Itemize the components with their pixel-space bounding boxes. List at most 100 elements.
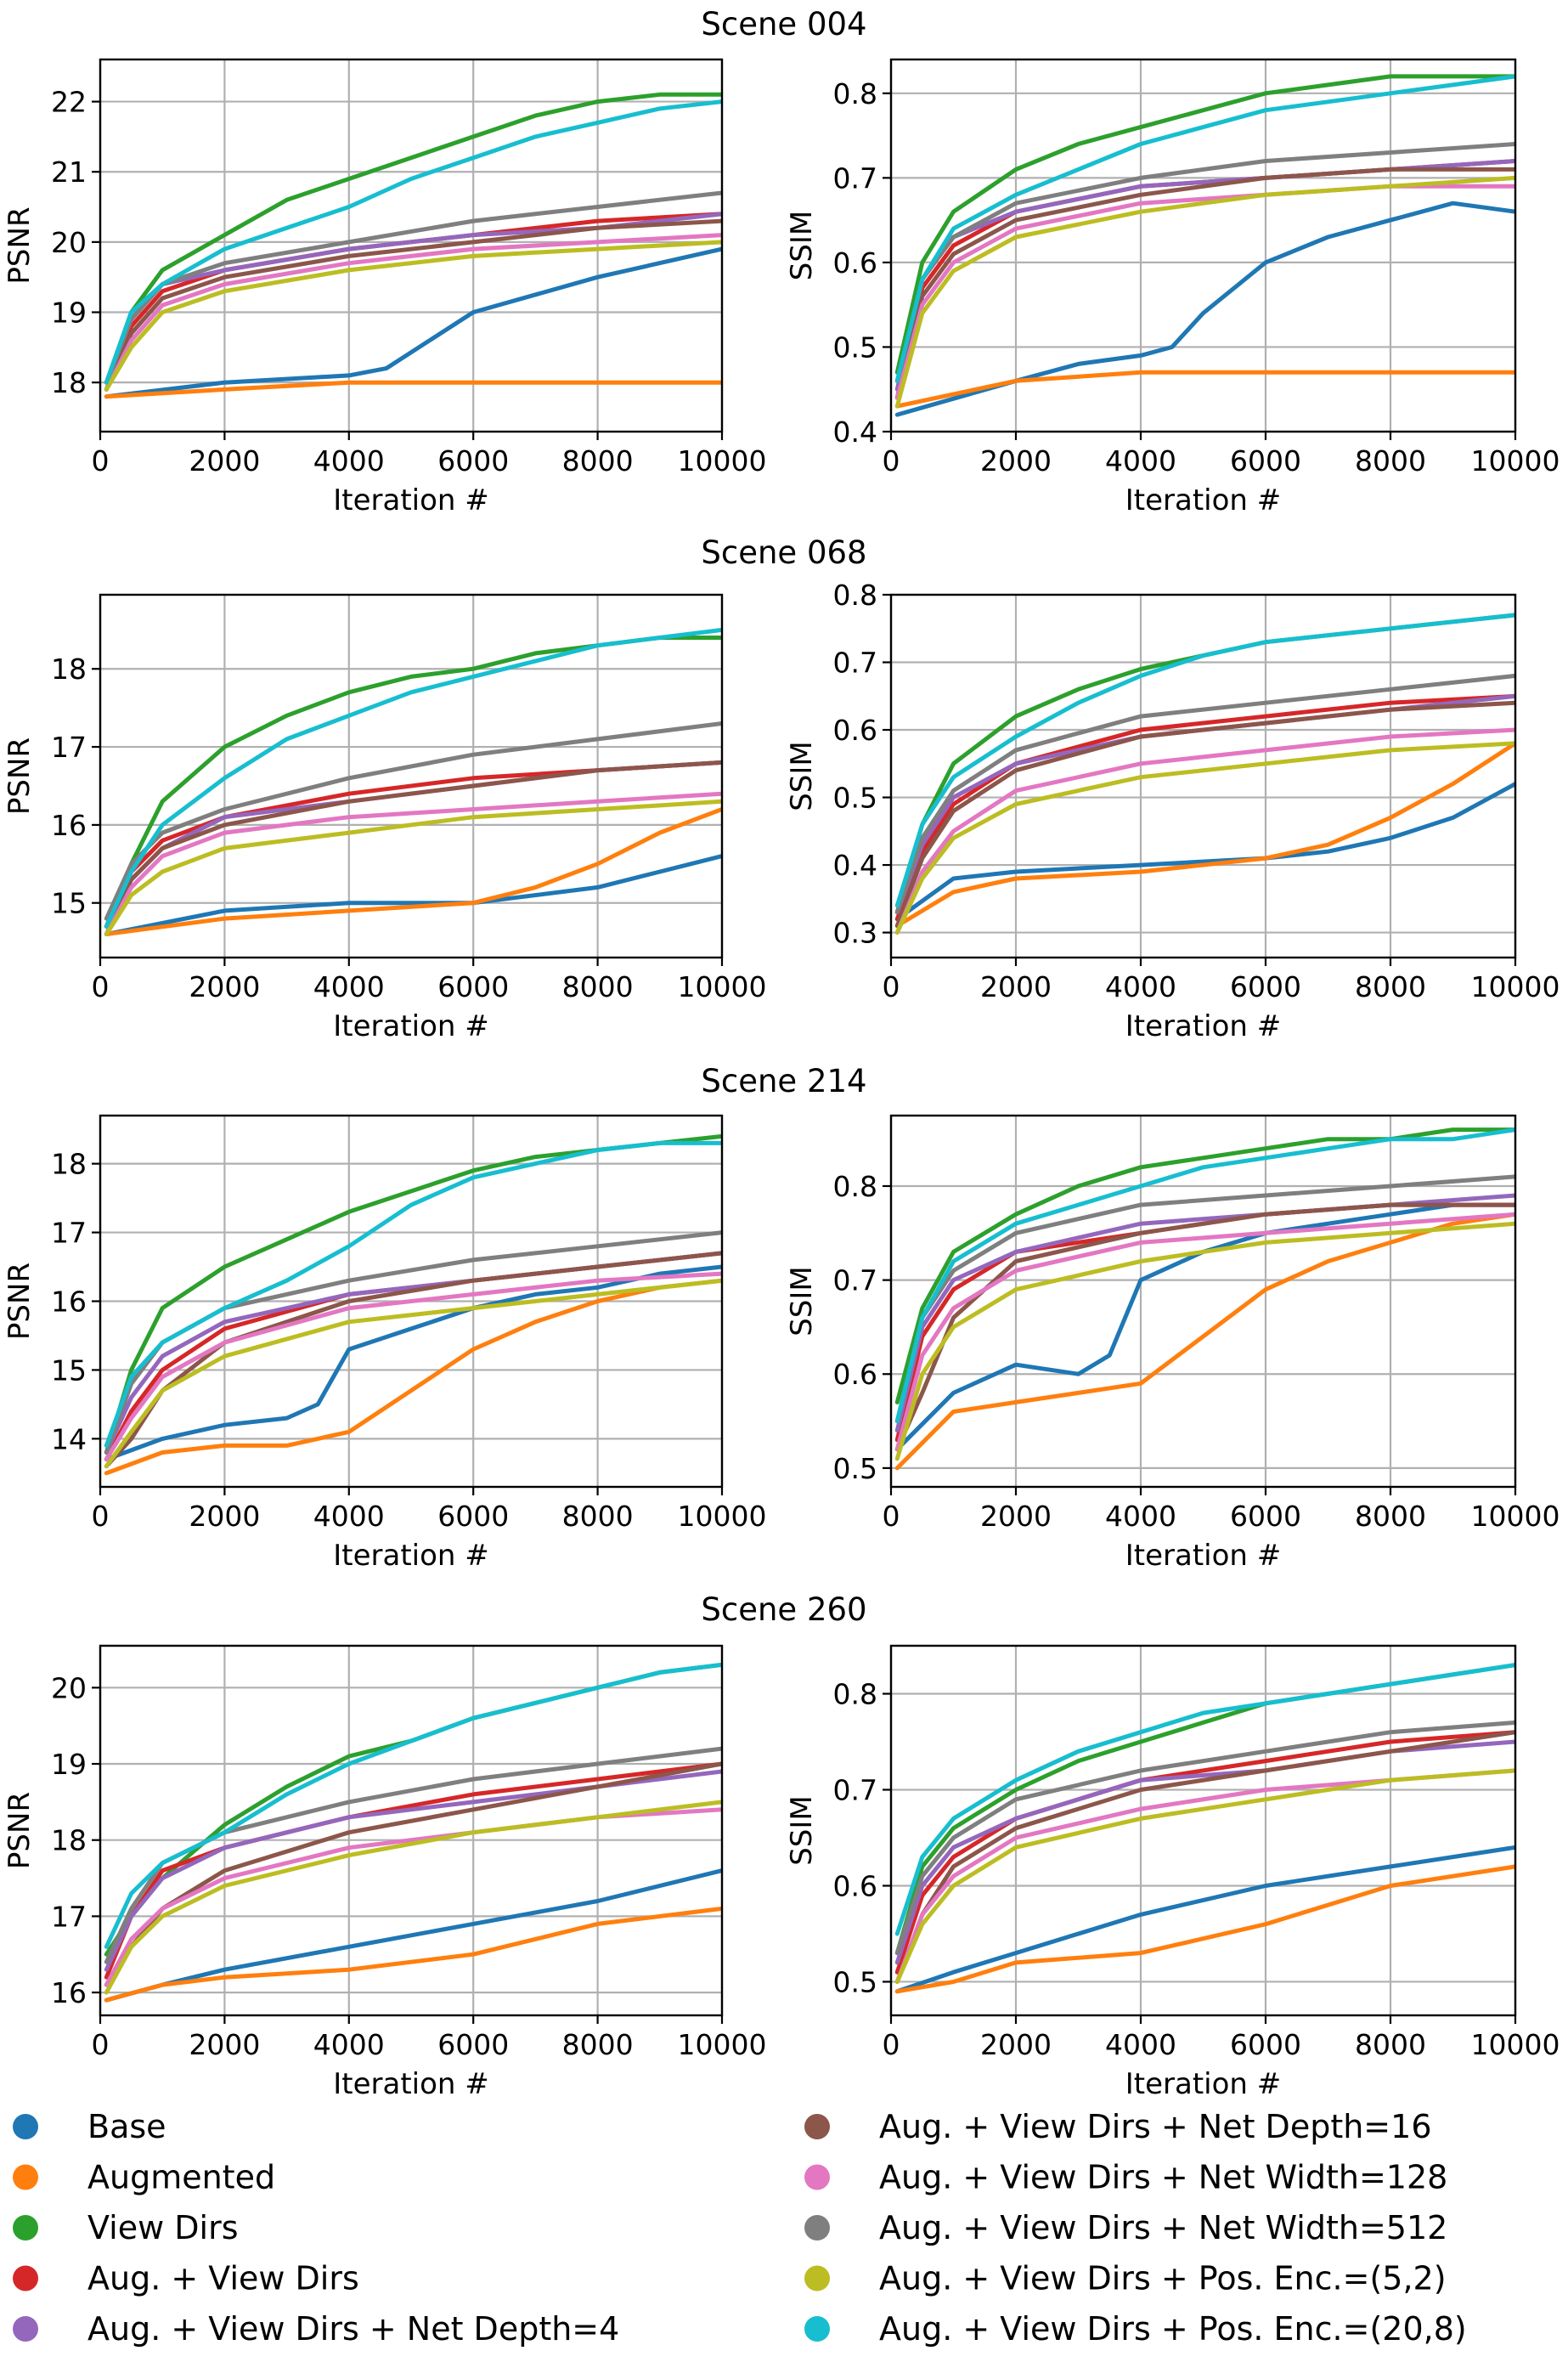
x-tick-label: 4000: [1105, 970, 1176, 1003]
legend-marker: [13, 2265, 38, 2291]
series-line-aug-view-dirs: [104, 1761, 722, 1980]
series-line-base: [894, 201, 1515, 417]
series-line-view-dirs: [104, 636, 722, 929]
x-tick-label: 4000: [313, 444, 385, 477]
legend-marker: [13, 2164, 38, 2190]
series-line-aug-view-dirs-net-width-128: [104, 1271, 722, 1462]
chart-scene-214-ssim: 0 2000 4000 6000 8000 10000 0.5 0.6 0.7 0.8 Iterat…: [785, 1114, 1560, 1573]
x-tick-label: 0: [92, 2028, 110, 2061]
x-axis-label: Iteration #: [333, 1539, 489, 1573]
x-tick-label: 2000: [189, 970, 260, 1003]
series-line-aug-view-dirs-net-width-512: [104, 721, 722, 921]
chart-scene-068-ssim: 0 2000 4000 6000 8000 10000 0.3 0.4 0.5 0.6 0.7 0.8…: [785, 579, 1560, 1043]
legend-label: Aug. + View Dirs + Net Depth=4: [87, 2310, 619, 2348]
x-axis-label: Iteration #: [1125, 483, 1282, 517]
x-tick-label: 4000: [1105, 2028, 1176, 2061]
legend-label: Aug. + View Dirs: [87, 2260, 359, 2297]
legend-marker: [804, 2114, 830, 2139]
x-tick-label: 6000: [437, 2028, 509, 2061]
series-line-base: [894, 1845, 1515, 1994]
y-axis-label: SSIM: [785, 1266, 819, 1336]
x-axis-label: Iteration #: [333, 483, 489, 517]
x-tick-label: 6000: [1230, 970, 1301, 1003]
x-tick-label: 8000: [1355, 970, 1426, 1003]
y-tick-label: 0.6: [833, 1358, 877, 1391]
legend-marker: [804, 2164, 830, 2190]
legend-item-aug-view-dirs: Aug. + View Dirs: [13, 2260, 359, 2297]
y-tick-label: 0.7: [833, 1264, 877, 1297]
series-line-aug-view-dirs-net-width-128: [894, 1212, 1515, 1452]
legend-label: Aug. + View Dirs + Net Depth=16: [879, 2108, 1432, 2145]
x-tick-label: 4000: [1105, 444, 1176, 477]
x-tick-label: 10000: [678, 1500, 767, 1533]
y-axis-label: PSNR: [3, 206, 37, 284]
series-line-aug-view-dirs-net-width-512: [104, 1230, 722, 1455]
y-tick-label: 0.6: [833, 1869, 877, 1902]
y-tick-label: 17: [51, 1217, 87, 1250]
y-tick-label: 0.8: [833, 1677, 877, 1710]
series-line-aug-view-dirs-pos-enc-20-8: [104, 1140, 722, 1448]
y-tick-label: 0.5: [833, 1452, 877, 1485]
x-tick-label: 2000: [980, 444, 1052, 477]
chart-scene-260-psnr: 0 2000 4000 6000 8000 10000 16 17 18 19 20 Iteratio…: [3, 1644, 766, 2101]
legend-label: Aug. + View Dirs + Net Width=512: [879, 2209, 1447, 2246]
x-tick-label: 10000: [1471, 444, 1560, 477]
x-tick-label: 0: [92, 444, 110, 477]
series-line-aug-view-dirs-pos-enc-5-2: [104, 240, 722, 392]
series-line-aug-view-dirs: [894, 159, 1515, 400]
x-axis-label: Iteration #: [333, 1009, 489, 1043]
series-line-aug-view-dirs-pos-enc-20-8: [104, 627, 722, 929]
series-line-augmented: [894, 370, 1515, 409]
legend-marker: [804, 2265, 830, 2291]
scene-title-scene-068: Scene 068: [701, 534, 866, 571]
series-line-aug-view-dirs-net-width-512: [894, 673, 1515, 915]
series-line-aug-view-dirs-pos-enc-5-2: [104, 1800, 722, 1995]
x-tick-label: 0: [92, 970, 110, 1003]
y-tick-label: 19: [51, 1748, 87, 1781]
x-tick-label: 6000: [437, 970, 509, 1003]
series-line-aug-view-dirs-pos-enc-5-2: [104, 1278, 722, 1469]
y-tick-label: 16: [51, 1976, 87, 2009]
y-tick-label: 0.6: [833, 246, 877, 280]
scene-title-scene-214: Scene 214: [701, 1063, 866, 1099]
y-tick-label: 15: [51, 887, 87, 920]
plot-frame: [889, 593, 1517, 959]
plot-frame: [889, 1644, 1517, 2017]
x-axis-label: Iteration #: [333, 2067, 489, 2101]
x-tick-label: 6000: [1230, 2028, 1301, 2061]
x-tick-label: 8000: [1355, 1500, 1426, 1533]
series-line-aug-view-dirs-net-width-512: [894, 1720, 1515, 1956]
legend-marker: [13, 2215, 38, 2241]
x-tick-label: 2000: [980, 2028, 1052, 2061]
y-tick-label: 0.6: [833, 714, 877, 747]
series-line-view-dirs: [894, 74, 1515, 375]
series-line-aug-view-dirs-pos-enc-20-8: [894, 1663, 1515, 1936]
legend-item-aug-view-dirs-pos-enc-20-8: Aug. + View Dirs + Pos. Enc.=(20,8): [804, 2310, 1467, 2348]
x-tick-label: 10000: [678, 970, 767, 1003]
y-axis-label: PSNR: [3, 1792, 37, 1869]
y-tick-label: 0.5: [833, 782, 877, 815]
series-line-aug-view-dirs-net-depth-4: [894, 159, 1515, 392]
x-tick-label: 6000: [1230, 444, 1301, 477]
x-tick-label: 6000: [437, 1500, 509, 1533]
scene-title-scene-260: Scene 260: [701, 1591, 866, 1628]
series-line-aug-view-dirs-net-width-512: [104, 190, 722, 385]
x-tick-label: 4000: [313, 2028, 385, 2061]
x-tick-label: 8000: [562, 970, 634, 1003]
x-tick-label: 2000: [189, 1500, 260, 1533]
y-tick-label: 0.7: [833, 647, 877, 680]
plot-frame: [99, 1644, 724, 2017]
x-tick-label: 0: [92, 1500, 110, 1533]
legend-label: Aug. + View Dirs + Pos. Enc.=(20,8): [879, 2310, 1467, 2348]
x-tick-label: 8000: [1355, 2028, 1426, 2061]
legend-marker: [13, 2114, 38, 2139]
y-tick-label: 16: [51, 809, 87, 842]
y-tick-label: 0.4: [833, 415, 877, 449]
series-line-augmented: [104, 1278, 722, 1476]
x-tick-label: 8000: [562, 2028, 634, 2061]
x-tick-label: 4000: [313, 1500, 385, 1533]
series-line-base: [104, 246, 722, 399]
series-line-aug-view-dirs-net-width-512: [104, 1746, 722, 1964]
y-tick-label: 19: [51, 297, 87, 330]
